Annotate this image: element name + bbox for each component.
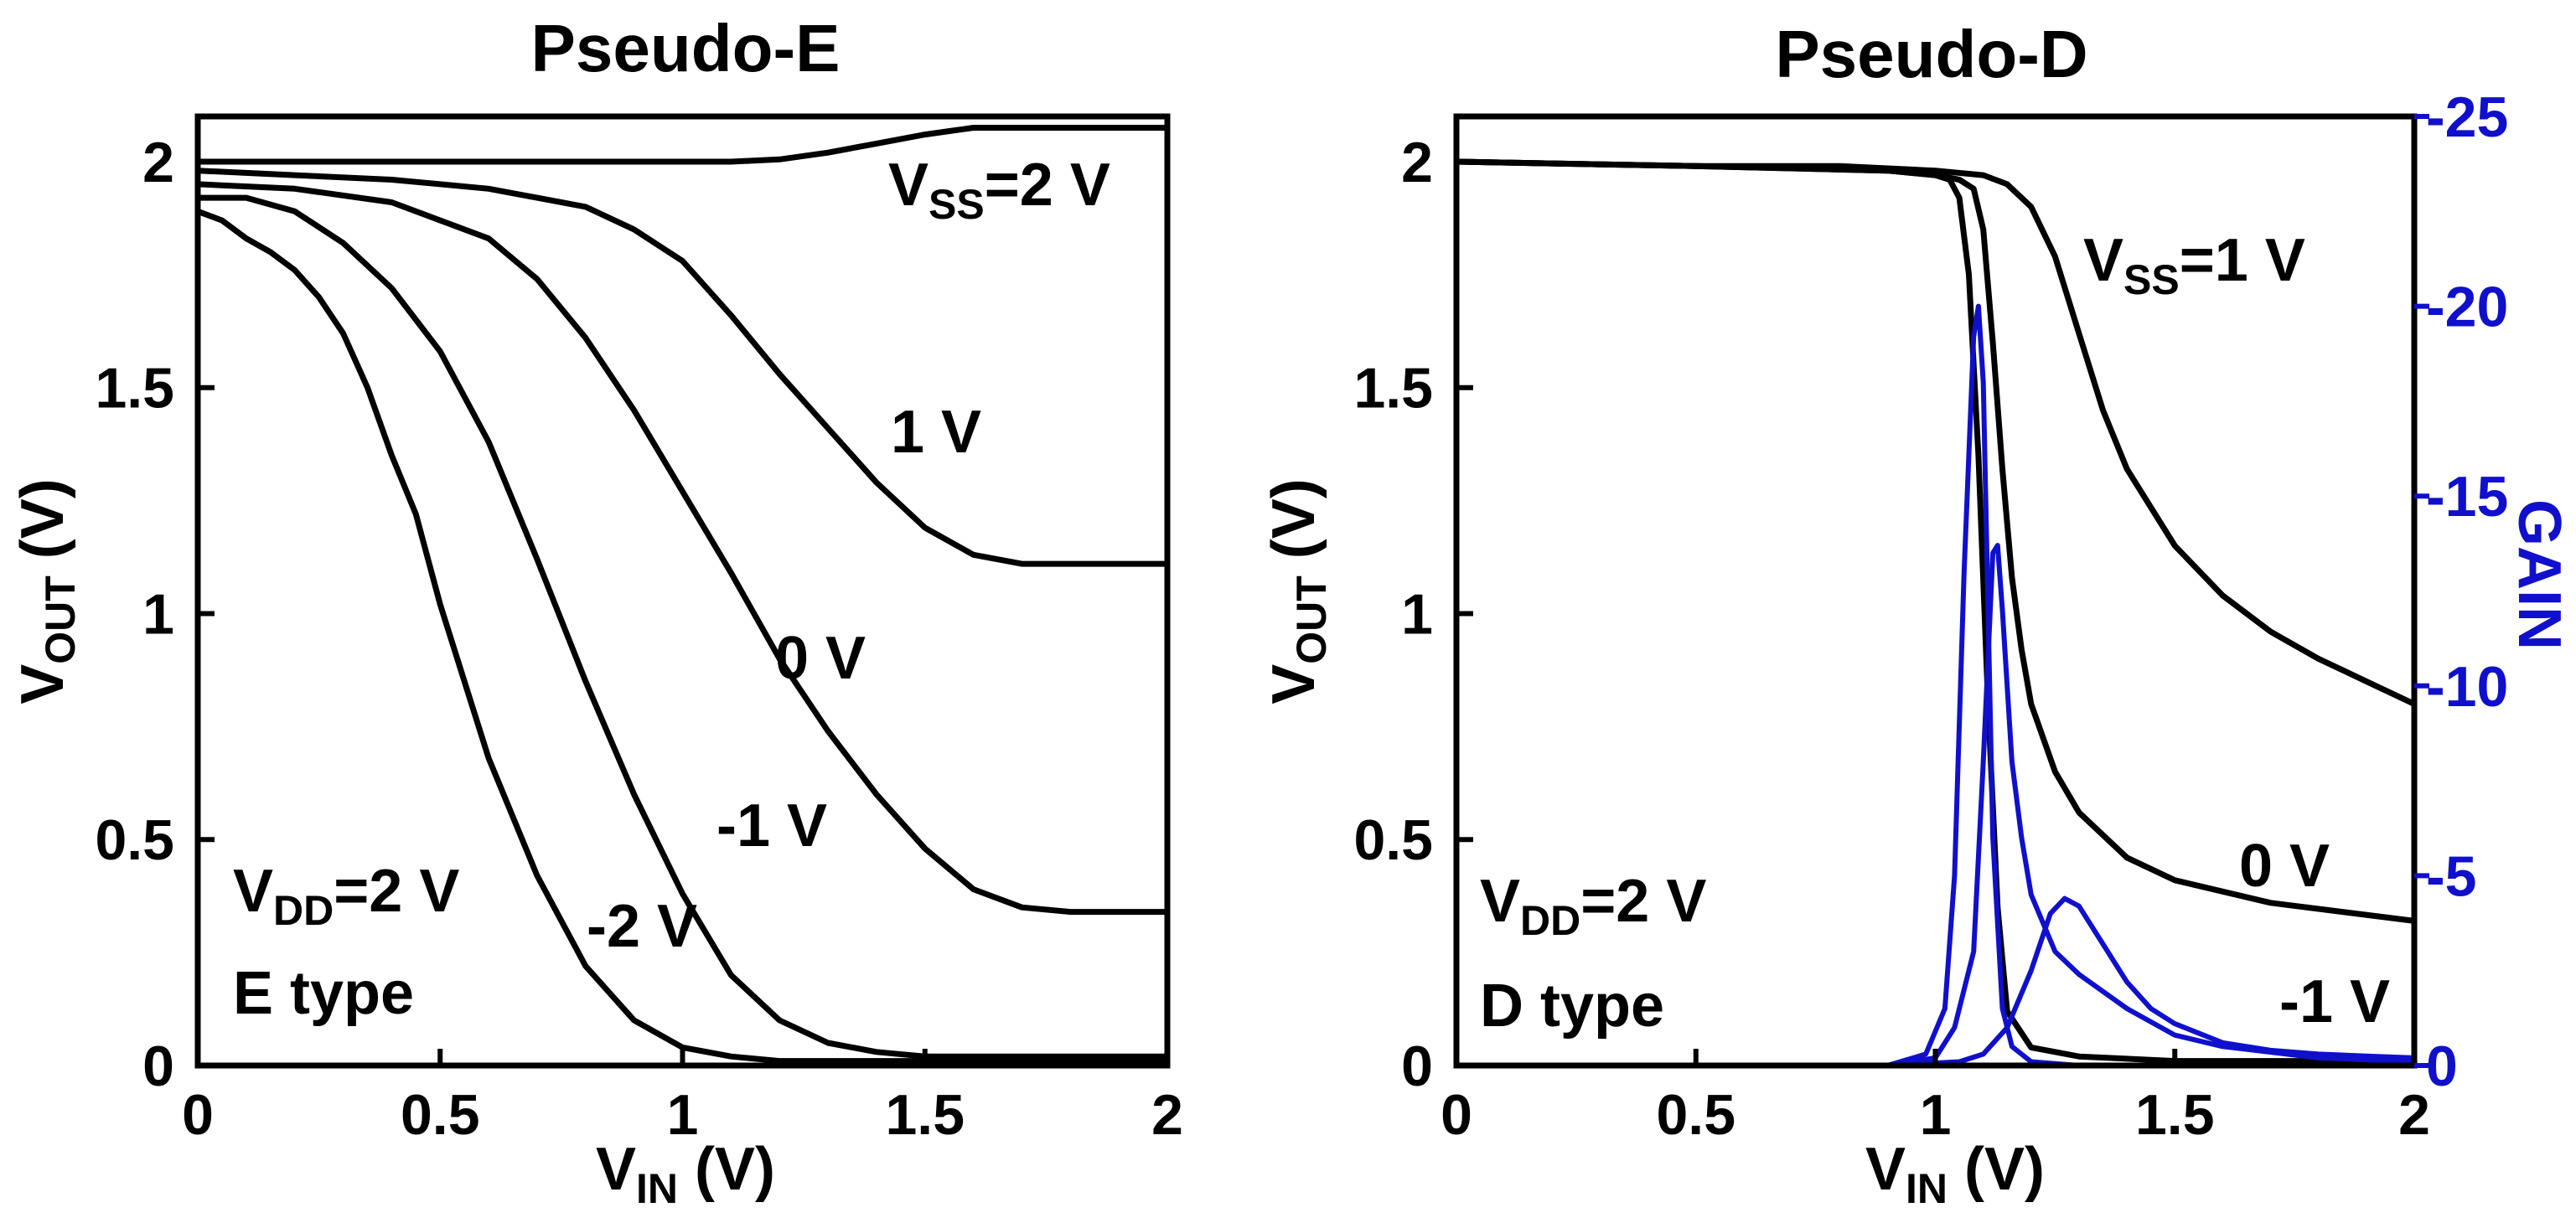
series-label-rest: =1 V <box>2180 227 2305 294</box>
x-tick-label: 0 <box>1441 1083 1472 1147</box>
series-line-GAIN-1-V <box>1454 895 2417 1068</box>
x-tick-label: 1.5 <box>885 1083 965 1147</box>
annotation-vdd-rest: =2 V <box>1580 868 1706 935</box>
x-tick-label: 0.5 <box>1656 1083 1735 1147</box>
panel-pseudo-e: Pseudo-E 0 0.5 1 1.5 200.511.52 VOUT (V) VIN… <box>9 11 1183 1212</box>
series-line-0-V <box>194 181 1171 916</box>
series-label-vss-1v: VSS=1 V <box>2083 227 2305 303</box>
annotation-vdd: VDD=2 V <box>1480 868 1706 944</box>
series-label-main: V <box>888 152 928 219</box>
data-layer <box>1453 158 2418 1068</box>
y-tick-label: 2 <box>142 131 174 194</box>
y-tick-label: 0.5 <box>1353 808 1433 872</box>
x-tick-label: 1.5 <box>2135 1083 2215 1147</box>
axis-ticks: 0 0.5 1 1.5 2 0 0.5 1 1.5 2 <box>95 131 1182 1147</box>
y-tick-label: 1 <box>142 582 174 646</box>
series-line-1-V <box>1453 158 2418 707</box>
series-line-2-V <box>194 125 1171 165</box>
y2-tick-label: -10 <box>2426 655 2508 719</box>
x-tick-label: 2 <box>1151 1083 1183 1147</box>
y-axis-label-main: V <box>1260 664 1327 704</box>
annotation-vdd-sub: DD <box>1520 897 1580 944</box>
y-tick-label: 1.5 <box>95 357 174 421</box>
x-tick-label: 0 <box>182 1083 214 1147</box>
x-tick-label: 1 <box>1920 1083 1952 1147</box>
y-axis-label-sub: OUT <box>1288 575 1335 664</box>
y-tick-label: 1.5 <box>1353 357 1433 421</box>
y2-axis-label: GAIN <box>2506 499 2573 650</box>
series-label-0v: 0 V <box>2239 833 2330 900</box>
annotation-vdd: VDD=2 V <box>233 858 459 934</box>
y2-tick-label: -25 <box>2426 85 2508 149</box>
series-line--2-V <box>194 208 1171 1065</box>
x-axis-label-sub: IN <box>1906 1165 1948 1212</box>
x-tick-label: 0.5 <box>401 1083 480 1147</box>
chart-title: Pseudo-E <box>531 11 841 85</box>
chart-title: Pseudo-D <box>1775 17 2087 91</box>
series-label-vss-2v: VSS=2 V <box>888 152 1110 228</box>
annotation-vdd-rest: =2 V <box>334 858 459 925</box>
annotation-vdd-main: V <box>233 858 273 925</box>
axis-ticks: 0 0.5 1 1.5 200.511.520-5-10-15-20-25 <box>1353 85 2508 1147</box>
series-label-minus-2v: -2 V <box>587 893 697 960</box>
series-label-minus-1v: -1 V <box>2279 968 2390 1035</box>
series-line--1-V <box>194 194 1171 1060</box>
x-tick-label: 1 <box>667 1083 699 1147</box>
x-axis-label-main: V <box>1865 1136 1906 1203</box>
series-label-minus-1v: -1 V <box>716 792 827 859</box>
y-axis-label: VOUT (V) <box>9 478 84 704</box>
y2-tick-label: -20 <box>2426 276 2508 339</box>
y-tick-label: 1 <box>1401 582 1433 646</box>
y-tick-label: 2 <box>1401 131 1433 194</box>
y-axis-label-unit: (V) <box>1260 478 1327 575</box>
y-axis-label-unit: (V) <box>9 478 76 575</box>
annotation-vdd-main: V <box>1480 868 1520 935</box>
y-tick-label: 0 <box>142 1035 174 1098</box>
series-label-0v: 0 V <box>775 625 866 692</box>
x-tick-label: 2 <box>2398 1083 2430 1147</box>
x-axis-label-sub: IN <box>636 1165 678 1212</box>
y2-tick-label: -15 <box>2426 465 2508 529</box>
y-tick-label: 0 <box>1401 1035 1433 1098</box>
y-axis-label-main: V <box>9 664 76 704</box>
series-line-1-V <box>194 168 1171 567</box>
series-label-sub: SS <box>928 181 985 228</box>
y2-tick-label: 0 <box>2426 1035 2458 1098</box>
x-axis-label-unit: (V) <box>678 1136 775 1203</box>
series-label-1v: 1 V <box>891 399 981 466</box>
x-axis-label: VIN (V) <box>596 1136 775 1212</box>
y-axis-label-sub: OUT <box>37 575 84 664</box>
series-line-GAIN-0-V <box>1454 543 2417 1068</box>
x-axis-label-unit: (V) <box>1948 1136 2045 1203</box>
series-line-GAIN--1-V <box>1454 303 2417 1068</box>
y-axis-label: VOUT (V) <box>1260 478 1335 704</box>
annotation-vdd-sub: DD <box>273 887 334 934</box>
annotation-type: D type <box>1480 973 1664 1040</box>
series-label-rest: =2 V <box>985 152 1110 219</box>
x-axis-label: VIN (V) <box>1865 1136 2045 1212</box>
series-line--1-V <box>1453 158 2418 1065</box>
x-axis-label-main: V <box>596 1136 636 1203</box>
data-layer <box>194 125 1171 1065</box>
annotation-type: E type <box>233 960 414 1027</box>
series-label-main: V <box>2083 227 2123 294</box>
series-label-sub: SS <box>2123 256 2180 303</box>
y2-tick-label: -5 <box>2426 844 2476 908</box>
panel-pseudo-d: Pseudo-D 0 0.5 1 1.5 200.511.520-5-10-15-20-… <box>1260 17 2573 1212</box>
y-tick-label: 0.5 <box>95 808 174 872</box>
